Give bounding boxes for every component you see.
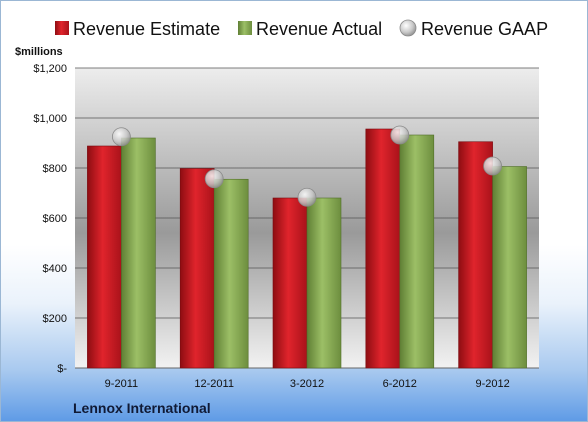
x-tick-label: 9-2012 [475,378,509,390]
x-axis-ticks: 9-2011 12-2011 3-2012 6-2012 9-2012 [105,378,510,390]
marker-revenue-gaap [483,156,503,176]
bars [87,128,527,369]
legend-swatch-actual [238,21,252,35]
bar-revenue-estimate [458,141,493,369]
legend: Revenue Estimate Revenue Actual Revenue … [55,19,548,39]
bar-revenue-actual [121,137,156,369]
bar-revenue-actual [399,134,435,369]
legend-label-gaap: Revenue GAAP [421,19,548,39]
legend-item-gaap: Revenue GAAP [399,19,548,39]
legend-item-actual: Revenue Actual [238,19,382,39]
bar-revenue-actual [306,197,342,369]
y-tick-label: $1,200 [33,63,67,75]
y-axis-ticks: $- $200 $400 $600 $800 $1,000 $1,200 [33,63,67,375]
y-axis-unit-label: $millions [15,46,63,58]
marker-revenue-gaap [204,169,224,189]
marker-revenue-gaap [390,125,410,145]
bar-revenue-estimate [365,128,401,369]
marker-revenue-gaap [112,127,131,147]
y-tick-label: $- [57,363,67,375]
y-tick-label: $800 [43,163,67,175]
x-tick-label: 9-2011 [105,378,138,390]
x-tick-label: 6-2012 [383,378,417,390]
x-tick-label: 3-2012 [290,378,324,390]
marker-revenue-gaap [297,187,317,207]
bar-revenue-estimate [87,145,122,369]
bar-revenue-actual [213,178,249,369]
bar-revenue-actual [492,166,527,369]
legend-swatch-estimate [55,21,69,35]
legend-label-actual: Revenue Actual [256,19,382,39]
company-name: Lennox International [73,400,211,416]
bar-revenue-estimate [179,168,215,369]
gaap-markers [112,125,503,207]
y-tick-label: $1,000 [33,113,67,125]
y-tick-label: $600 [43,213,67,225]
legend-item-estimate: Revenue Estimate [55,19,220,39]
legend-marker-gaap [399,19,417,37]
x-tick-label: 12-2011 [194,378,234,390]
legend-label-estimate: Revenue Estimate [73,19,220,39]
y-tick-label: $200 [43,313,67,325]
bar-revenue-estimate [272,197,308,369]
y-tick-label: $400 [43,263,67,275]
